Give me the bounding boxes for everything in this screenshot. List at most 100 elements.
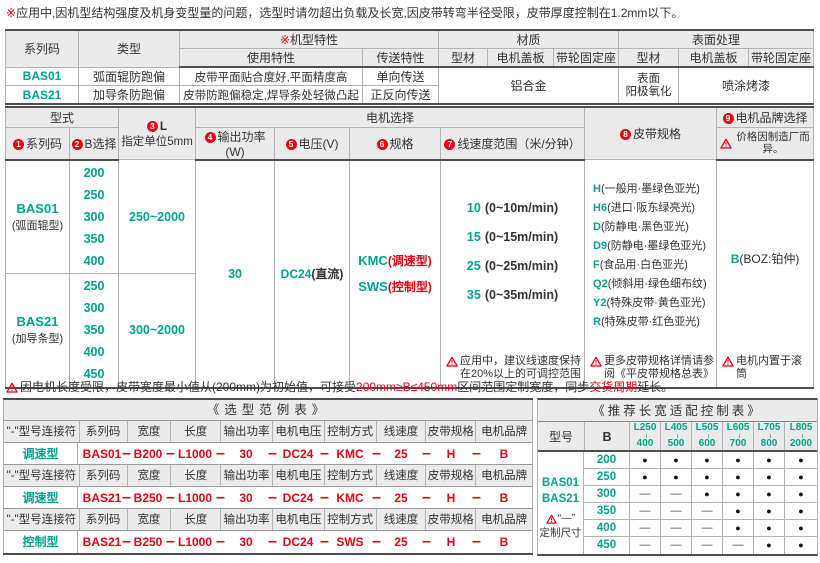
compat-custom-dash: — — [630, 537, 661, 554]
range-tilde: ~ — [764, 433, 774, 439]
examples-code-part: B — [499, 535, 509, 549]
t2-header-voltage: 5 电压(V) — [274, 126, 351, 161]
length-top: L705 — [757, 422, 781, 433]
examples-model-code: BAS21– B250– L1000–30– DC24– SWS –25– H – B — [78, 531, 532, 553]
compat-available-dot: ● — [692, 469, 723, 485]
compat-row: 350— — — ● ● ● — [584, 503, 817, 520]
t2-header-spec: 6 规格 — [349, 126, 442, 161]
examples-code-part: 30 — [239, 491, 253, 505]
number-badge-icon: 3 — [146, 120, 158, 132]
t2-header-power: 4 输出功率(W) — [195, 126, 276, 161]
examples-header-row: "-"型号连接符 系列码 宽度 长度 输出功率 电机电压 控制方式 线速度 皮带规格 电机品牌 — [3, 465, 533, 487]
examples-code-part: 25 — [394, 447, 408, 461]
examples-code-part: H — [446, 535, 456, 549]
length-top: L405 — [664, 422, 688, 433]
b-option: 350 — [83, 231, 105, 246]
examples-header-cell: 输出功率 — [221, 421, 273, 442]
compat-length-header: L250 ~400 — [630, 422, 661, 450]
warning-icon — [590, 356, 602, 367]
compat-model-code: BAS01 — [541, 476, 580, 489]
separator-dash: – — [422, 489, 431, 506]
examples-code-part: BAS01 — [82, 447, 122, 461]
examples-header-cell: 电机电压 — [273, 421, 325, 442]
belt-option: D(防静电·黑色亚光) — [593, 221, 689, 234]
transfer-feature: 单向传送 — [361, 66, 440, 86]
examples-code-part: DC24 — [282, 447, 314, 461]
examples-header-row: "-"型号连接符 系列码 宽度 长度 输出功率 电机电压 控制方式 线速度 皮带规格 电机品牌 — [3, 421, 533, 443]
asterisk-mark: ※ — [6, 6, 17, 20]
belt-option: D9(防静电·墨绿色亚光) — [593, 240, 707, 253]
compat-custom-dash: — — [661, 537, 692, 554]
examples-code-part: DC24 — [282, 535, 314, 549]
surface-paint-value: 喷涂烤漆 — [678, 66, 815, 105]
belt-option: H(一般用·墨绿色亚光) — [593, 183, 700, 196]
width-limit-note: 因电机长度受限，皮带宽度最小值从(200mm)为初始值，可接受200mm≥B≤4… — [6, 380, 816, 395]
compat-row: 250 ● ● ● ● ● ● — [584, 469, 817, 486]
compat-available-dot: ● — [723, 520, 754, 536]
examples-code-part: KMC — [336, 447, 364, 461]
compat-available-dot: ● — [723, 469, 754, 485]
compat-b-value: 400 — [584, 520, 630, 536]
t2-header-belt: 8 皮带规格 — [584, 106, 718, 160]
compat-available-dot: ● — [798, 455, 804, 465]
compat-available-dot: ● — [723, 452, 754, 468]
examples-header-cell: 长度 — [171, 465, 222, 486]
compat-available-dot: ● — [754, 469, 785, 485]
range-tilde: ~ — [702, 433, 712, 439]
belt-option: Q2(倾斜用·绿色细布纹) — [593, 278, 707, 291]
speed-option: 15 (0~15m/min) — [466, 229, 559, 244]
compat-custom-dash: — — [661, 520, 692, 536]
b-option: 300 — [83, 301, 105, 316]
examples-code-part: SWS — [336, 535, 364, 549]
compat-custom-dash: — — [723, 537, 754, 554]
t1-header-feature: ※机型特性 — [178, 29, 440, 49]
power-value: 30 — [195, 159, 276, 388]
t1-header-profile: 型材 — [618, 48, 680, 68]
compat-custom-note: “—” — [545, 511, 575, 526]
compat-b-value: 350 — [584, 503, 630, 519]
examples-model-code: BAS01– B200– L1000–30– DC24– KMC –25– H – B — [78, 443, 532, 464]
use-feature: 皮带防跑偏稳定,焊导条处轻微凸起 — [179, 85, 363, 105]
examples-header-cell: "-"型号连接符 — [4, 421, 80, 442]
compat-row: 400— — — ● ● ● — [584, 520, 817, 537]
length-top: L605 — [726, 422, 750, 433]
t2-header-b-select: 2 B选择 — [68, 126, 120, 161]
examples-code-part: B — [499, 491, 509, 505]
examples-table-title: 《选型范例表》 — [3, 400, 533, 421]
belt-options: H(一般用·墨绿色亚光) H6(进口·阪东绿亮光) D(防静电·黑色亚光) D9… — [584, 159, 718, 388]
length-bottom: 600 — [698, 438, 716, 449]
examples-header-cell: 控制方式 — [325, 421, 377, 442]
examples-header-cell: 宽度 — [128, 465, 172, 486]
compat-available-dot: ● — [798, 540, 804, 550]
t1-header-profile: 型材 — [438, 48, 489, 68]
b-option: 200 — [83, 165, 105, 180]
examples-code-part: H — [446, 447, 456, 461]
t1-header-type: 类型 — [78, 29, 180, 68]
range-tilde: ~ — [733, 433, 743, 439]
examples-header-cell: 长度 — [171, 421, 222, 442]
separator-dash: – — [122, 445, 131, 462]
asterisk-mark: ※ — [279, 33, 291, 47]
separator-dash: – — [166, 533, 175, 550]
series-code: BAS21 — [5, 85, 79, 105]
examples-code-part: B200 — [133, 447, 163, 461]
compat-length-header: L605 ~700 — [723, 422, 754, 450]
separator-dash: – — [472, 489, 481, 506]
warning-icon — [722, 356, 734, 367]
compat-model-code: BAS21 — [541, 492, 580, 505]
examples-type-label: 控制型 — [4, 531, 78, 553]
examples-header-cell: 线速度 — [377, 465, 427, 486]
examples-code-part: BAS21 — [82, 535, 122, 549]
number-badge-icon: 9 — [722, 112, 734, 124]
belt-note: 更多皮带规格详情请参阅《平皮带规格总表》 — [590, 355, 714, 382]
separator-dash: – — [216, 533, 225, 550]
separator-dash: – — [166, 445, 175, 462]
series-cell-bas21: BAS21 (加导条型) — [5, 273, 70, 388]
t1-header-motor-cover: 电机盖板 — [678, 48, 750, 68]
t1-header-pulley-seat: 带轮固定座 — [748, 48, 815, 68]
length-range-bas21: 300~2000 — [118, 273, 197, 388]
belt-option: H6(进口·阪东绿亮光) — [593, 202, 696, 215]
examples-header-cell: 电机电压 — [273, 509, 325, 530]
